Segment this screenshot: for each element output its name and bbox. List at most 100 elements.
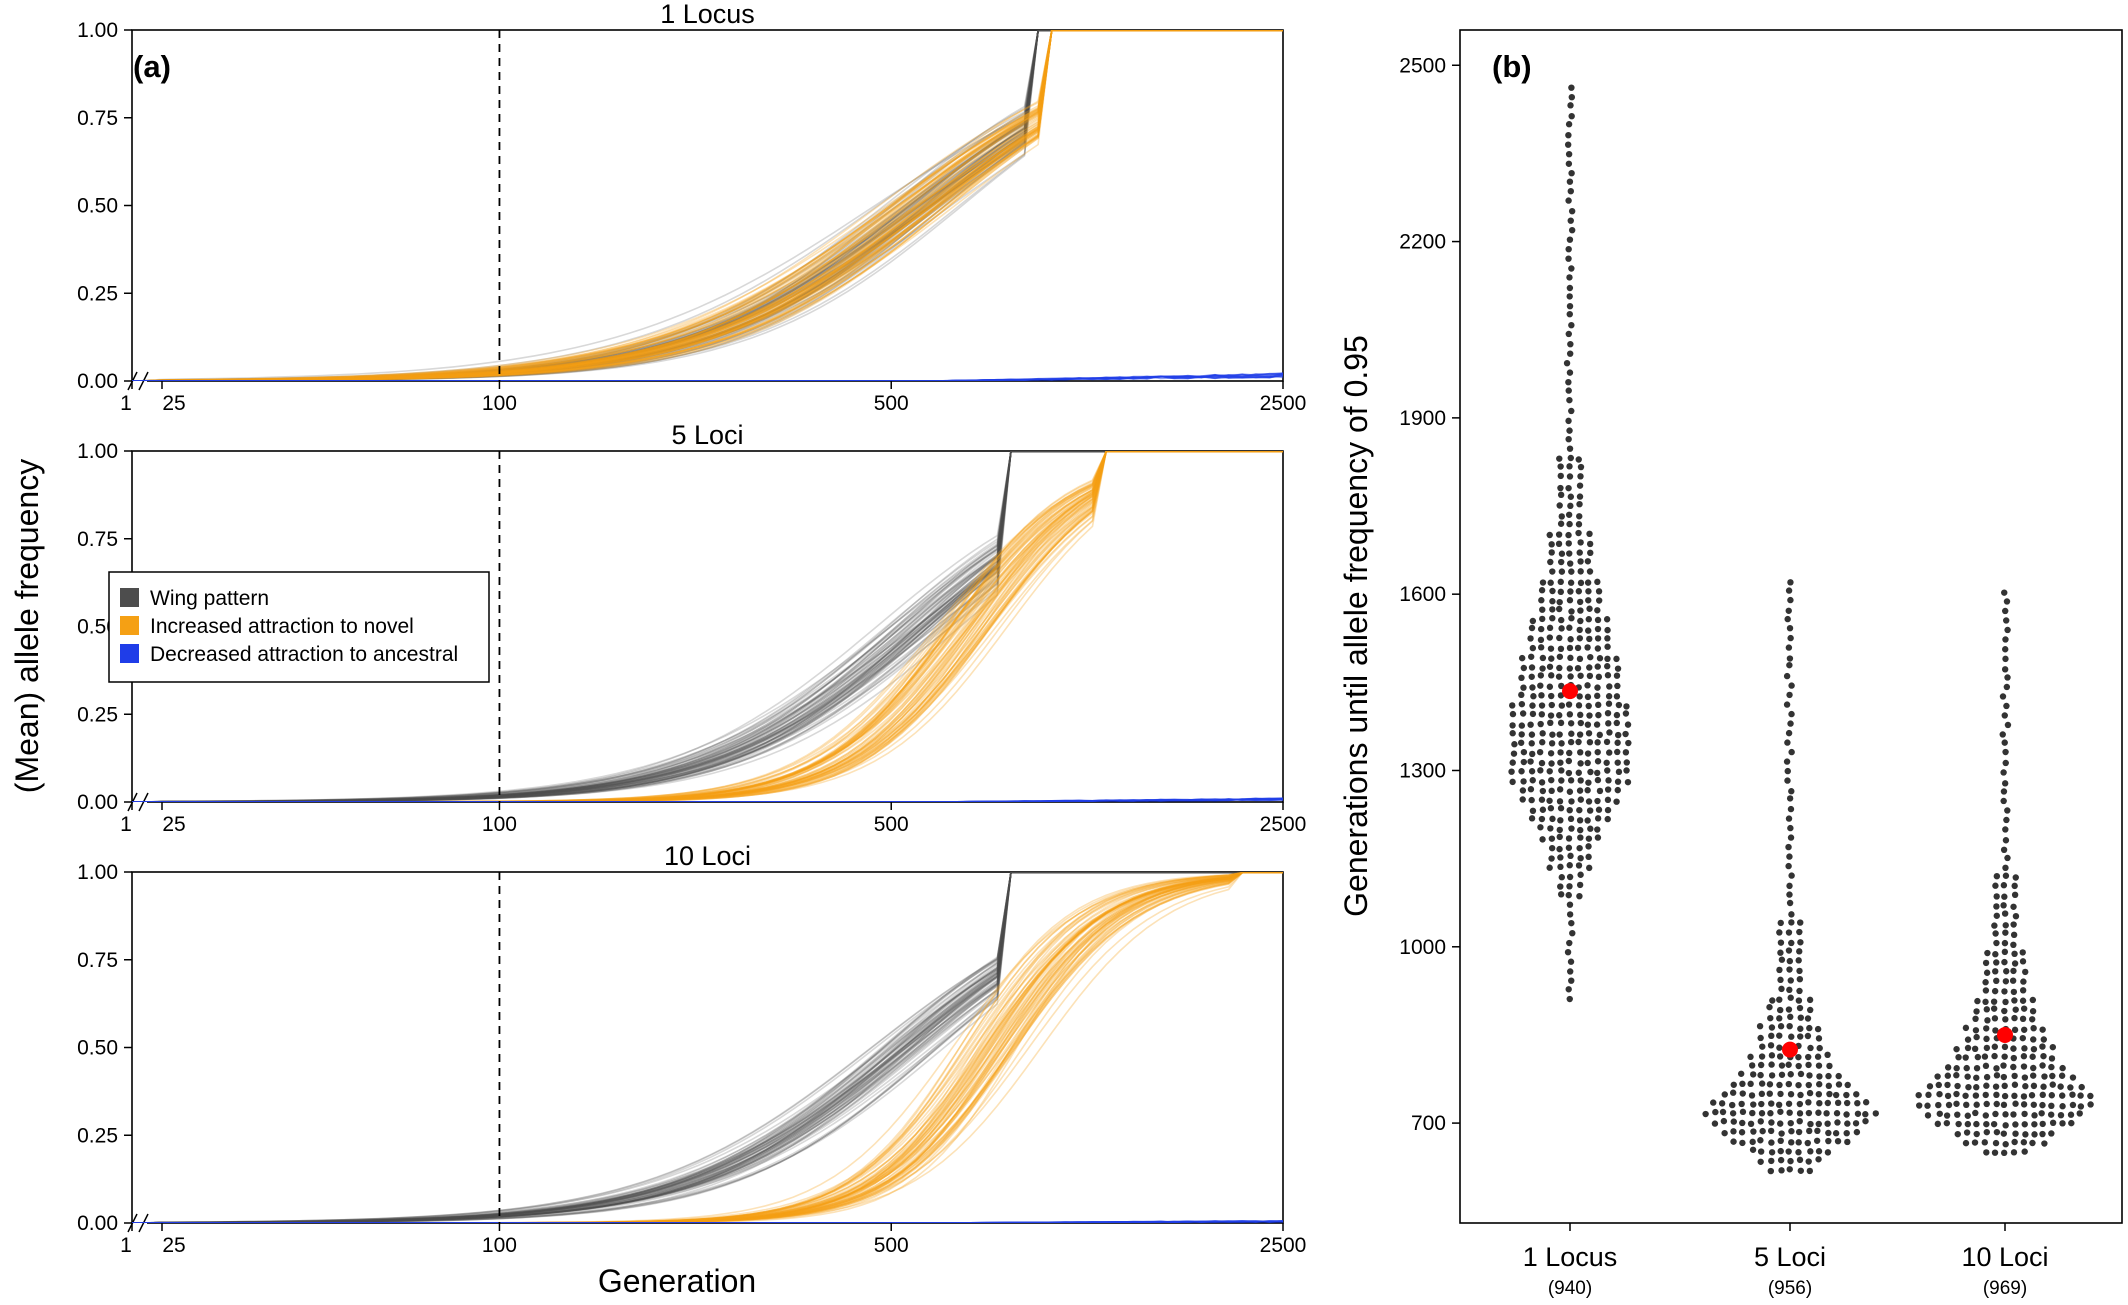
data-point <box>1565 435 1572 443</box>
data-point <box>1557 805 1565 812</box>
data-point <box>1511 741 1518 748</box>
data-point <box>1777 1023 1785 1030</box>
data-point <box>2059 1064 2066 1072</box>
series-increased-attraction-novel <box>132 451 1283 802</box>
series-wing-pattern <box>132 872 1283 1223</box>
data-point <box>1566 873 1574 881</box>
data-point <box>2031 1131 2038 1138</box>
data-point <box>1565 378 1572 386</box>
data-point <box>1936 1110 1943 1117</box>
series-increased-attraction-novel <box>132 872 1283 1223</box>
panel-a-line-charts: 1 Locus 0.00 0.25 0.50 0.75 1.00 1 25 100 500 2500… <box>9 0 1306 1299</box>
data-point <box>1806 1006 1814 1014</box>
y-tick-label: 1600 <box>1399 583 1446 606</box>
data-point <box>1806 1167 1814 1175</box>
data-point <box>2011 1014 2018 1022</box>
series-wing-pattern <box>132 30 1283 381</box>
series-wing-pattern <box>132 451 1283 802</box>
data-point <box>1983 969 1991 976</box>
data-point <box>1568 169 1575 177</box>
data-point <box>1806 1072 1813 1079</box>
x-tick-label: 2500 <box>1260 813 1307 836</box>
series-increased-attraction-novel <box>132 872 1283 1223</box>
series-increased-attraction-novel <box>132 451 1283 802</box>
series-wing-pattern <box>132 30 1283 381</box>
series-increased-attraction-novel <box>132 451 1283 802</box>
data-point <box>1565 891 1572 899</box>
data-point <box>1595 701 1602 709</box>
data-point <box>1767 1167 1775 1175</box>
series-wing-pattern <box>132 872 1283 1223</box>
data-point <box>2000 1062 2007 1069</box>
data-point <box>1993 1065 2000 1072</box>
data-point <box>1785 587 1793 594</box>
data-point <box>1546 531 1553 539</box>
data-point <box>1576 731 1584 738</box>
data-point <box>1962 1024 1970 1032</box>
data-point <box>1576 493 1584 500</box>
data-point <box>1568 977 1575 984</box>
series-increased-attraction-novel <box>132 872 1283 1223</box>
series-increased-attraction-novel <box>132 872 1283 1223</box>
series-increased-attraction-novel <box>132 30 1283 381</box>
series-increased-attraction-novel <box>132 451 1283 802</box>
data-point <box>1567 968 1574 975</box>
data-point <box>1566 665 1574 672</box>
series-wing-pattern <box>132 872 1283 1223</box>
data-point <box>1547 645 1555 652</box>
data-point <box>1785 1148 1792 1155</box>
data-point <box>2048 1063 2055 1071</box>
data-point <box>1747 1120 1755 1128</box>
data-point <box>1785 843 1792 851</box>
series-increased-attraction-novel <box>132 451 1283 802</box>
data-point <box>1786 891 1793 898</box>
data-point <box>1577 826 1584 834</box>
series-increased-attraction-novel <box>132 451 1283 802</box>
data-point <box>1527 758 1534 765</box>
data-point <box>1529 750 1536 758</box>
series-wing-pattern <box>132 872 1283 1223</box>
data-point <box>2049 1081 2056 1088</box>
data-point <box>2059 1120 2066 1127</box>
data-point <box>1768 1032 1775 1040</box>
data-point <box>1622 749 1630 756</box>
data-point <box>1575 769 1582 776</box>
data-point <box>1575 529 1582 537</box>
data-point <box>1538 815 1546 823</box>
data-point <box>1795 1128 1803 1136</box>
data-point <box>1807 1044 1814 1052</box>
series-wing-pattern <box>132 30 1283 381</box>
data-point <box>1585 597 1592 604</box>
data-point <box>1787 634 1794 642</box>
data-point <box>1585 588 1592 595</box>
data-point <box>2068 1119 2075 1127</box>
data-point <box>1577 607 1584 614</box>
data-point <box>1981 1139 1988 1146</box>
legend-item: Increased attraction to novel <box>120 615 414 638</box>
series-wing-pattern <box>132 872 1283 1223</box>
data-point <box>1565 150 1573 158</box>
data-point <box>1823 1110 1830 1117</box>
series-increased-attraction-novel <box>132 30 1283 381</box>
data-point <box>1934 1120 1942 1128</box>
series-wing-pattern <box>132 872 1283 1223</box>
data-point <box>1594 663 1601 670</box>
data-point <box>1804 1032 1812 1040</box>
data-point <box>2004 721 2012 729</box>
data-point <box>1944 1064 1952 1071</box>
data-point <box>1566 427 1573 434</box>
series-wing-pattern <box>132 451 1283 802</box>
series-increased-attraction-novel <box>132 451 1283 802</box>
series-increased-attraction-novel <box>132 451 1283 802</box>
data-point <box>2021 1074 2029 1081</box>
data-point <box>1518 768 1525 775</box>
data-point <box>1575 521 1583 528</box>
series-wing-pattern <box>132 451 1283 802</box>
series-wing-pattern <box>132 872 1283 1223</box>
series-increased-attraction-novel <box>132 872 1283 1223</box>
data-point <box>2001 712 2008 719</box>
data-point <box>2000 1149 2008 1157</box>
data-point <box>1795 1139 1802 1146</box>
data-point <box>2010 1045 2017 1052</box>
series-increased-attraction-novel <box>132 30 1283 381</box>
